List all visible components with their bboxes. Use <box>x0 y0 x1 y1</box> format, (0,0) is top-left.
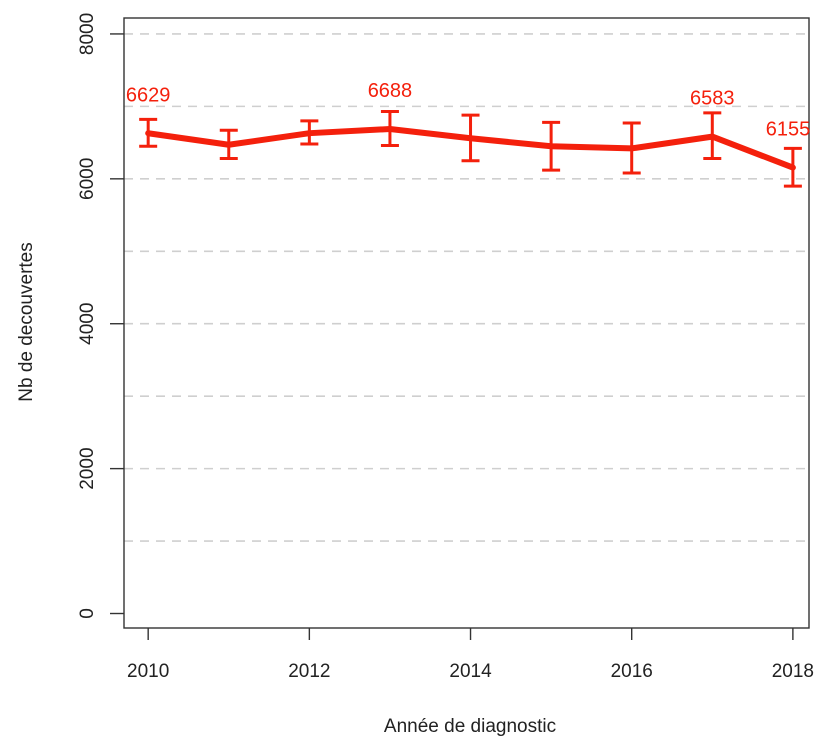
series-layer <box>139 109 802 188</box>
y-axis-title: Nb de decouvertes <box>16 242 37 402</box>
x-tick-label-2012: 2012 <box>288 661 330 682</box>
y-tick-label-8000: 8000 <box>77 13 98 55</box>
x-tick-label-2014: 2014 <box>449 661 492 682</box>
plot-box <box>123 17 810 629</box>
x-tick-label-2010: 2010 <box>127 661 169 682</box>
x-tick-label-2016: 2016 <box>611 661 653 682</box>
y-tick-label-0: 0 <box>77 608 98 619</box>
x-tick-label-2018: 2018 <box>772 661 814 682</box>
label-layer: 6629 6688 6583 6155 <box>126 80 810 141</box>
grid-layer <box>124 33 809 542</box>
y-tick-label-6000: 6000 <box>77 158 98 200</box>
x-axis-title: Année de diagnostic <box>384 716 556 737</box>
axis-layer: 0 2000 4000 6000 8000 2010 2012 2014 2016 2018 <box>77 13 814 682</box>
data-label-2010: 6629 <box>126 84 171 106</box>
series-line <box>145 125 796 171</box>
y-tick-label-2000: 2000 <box>77 447 98 489</box>
y-tick-label-4000: 4000 <box>77 303 98 345</box>
data-label-2013: 6688 <box>368 80 413 102</box>
data-label-2017: 6583 <box>690 88 735 110</box>
data-label-2018: 6155 <box>766 119 811 141</box>
